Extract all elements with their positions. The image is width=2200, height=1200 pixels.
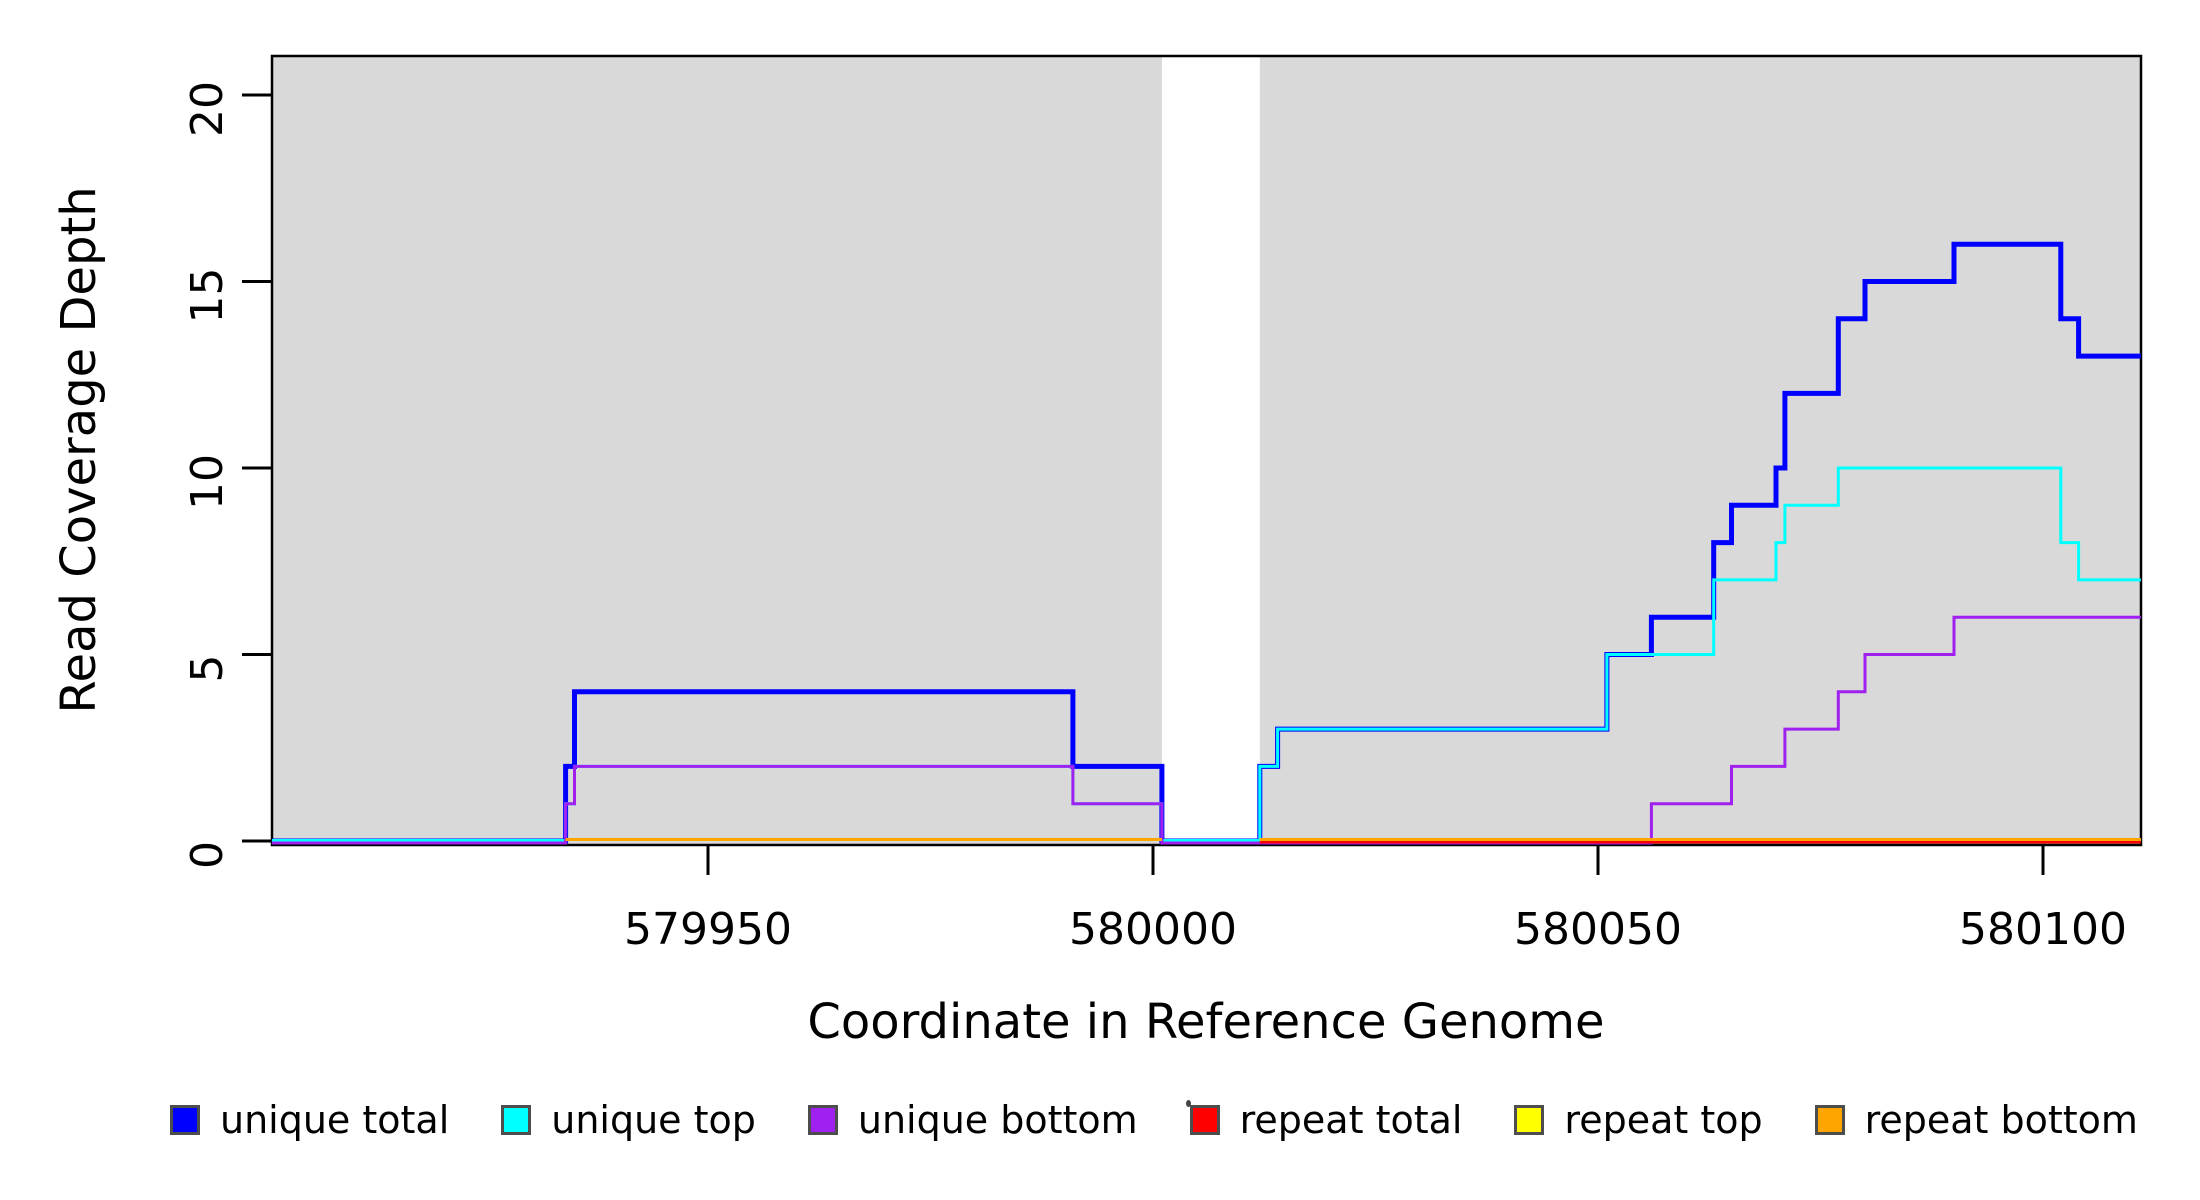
legend-item-unique-top: unique top — [501, 1098, 756, 1142]
shaded-region — [271, 56, 1162, 845]
legend-swatch — [501, 1105, 532, 1135]
legend-swatch — [170, 1105, 200, 1135]
legend-label: repeat top — [1564, 1098, 1763, 1142]
series-line-unique-bottom — [271, 615, 2141, 845]
shaded-region — [1259, 56, 2141, 845]
y-tick-label: 5 — [182, 655, 233, 683]
stray-mark — [1186, 1100, 1191, 1107]
y-axis-title: Read Coverage Depth — [51, 186, 107, 713]
legend-label: repeat bottom — [1864, 1098, 2138, 1142]
legend-swatch — [1814, 1105, 1845, 1135]
x-tick-label: 579950 — [624, 904, 792, 955]
y-tick-label: 10 — [182, 454, 233, 510]
legend-swatch — [807, 1105, 838, 1135]
legend-swatch — [1189, 1105, 1220, 1135]
legend: unique total unique top unique bottom repea… — [170, 1098, 2138, 1142]
legend-item-unique-total: unique total — [170, 1098, 449, 1142]
legend-label: repeat total — [1239, 1098, 1463, 1142]
legend-item-repeat-bottom: repeat bottom — [1814, 1098, 2138, 1142]
plot-border — [270, 54, 2143, 847]
plot-frame — [270, 54, 2143, 847]
legend-item-unique-bottom: unique bottom — [807, 1098, 1138, 1142]
legend-label: unique total — [220, 1098, 450, 1142]
y-tick-label: 0 — [182, 841, 233, 869]
legend-swatch — [1514, 1105, 1545, 1135]
axis-ticks: 579950 580000 580050 580100 0 5 10 15 20 — [182, 81, 2127, 955]
y-tick-label: 15 — [182, 268, 233, 324]
x-axis-title: Coordinate in Reference Genome — [807, 994, 1604, 1050]
legend-item-repeat-top: repeat top — [1514, 1098, 1763, 1142]
x-tick-label: 580050 — [1514, 904, 1682, 955]
legend-label: unique top — [551, 1098, 756, 1142]
shaded-bands — [271, 56, 2141, 845]
legend-label: unique bottom — [857, 1098, 1138, 1142]
coverage-lines — [271, 241, 2141, 845]
y-tick-label: 20 — [182, 81, 233, 137]
x-tick-label: 580000 — [1069, 904, 1237, 955]
legend-item-repeat-total: repeat total — [1189, 1098, 1463, 1142]
x-tick-label: 580100 — [1959, 904, 2127, 955]
